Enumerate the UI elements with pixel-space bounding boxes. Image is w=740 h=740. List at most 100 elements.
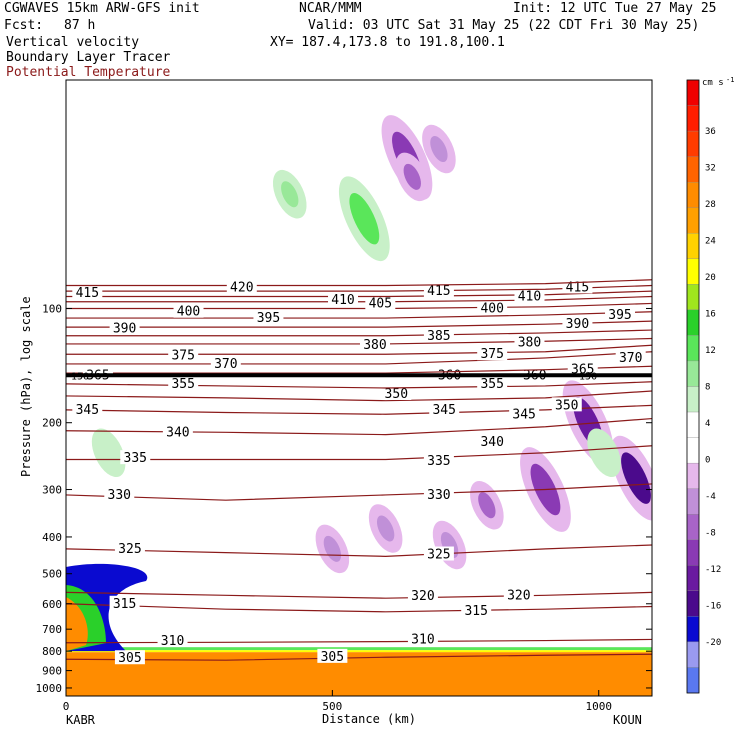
w-feature-core-down	[478, 492, 496, 519]
theta-label-335: 335	[124, 451, 147, 466]
theta-contour-315	[66, 603, 652, 613]
theta-label-310: 310	[411, 632, 434, 647]
theta-label-bg	[423, 486, 454, 501]
theta-label-bg	[605, 306, 636, 321]
bl-tracer-edge-yellow	[66, 650, 652, 653]
theta-label-bg	[168, 347, 199, 362]
header-model: CGWAVES 15km ARW-GFS init	[4, 1, 200, 16]
right-endpoint-label: KOUN	[613, 713, 642, 727]
colorbar-tick-label: 32	[705, 164, 716, 174]
theta-label-bg	[551, 397, 582, 412]
theta-label-305: 305	[321, 650, 344, 665]
colorbar-swatch	[686, 437, 700, 464]
theta-label-370: 370	[214, 357, 237, 372]
colorbar-tick-label: 4	[705, 419, 710, 429]
colorbar-tick-label: 12	[705, 346, 716, 356]
x-axis-label: Distance (km)	[322, 712, 416, 726]
theta-label-400: 400	[480, 301, 503, 316]
theta-label-bg	[567, 361, 598, 376]
w-feature-core-up	[595, 439, 613, 466]
theta-label-345: 345	[432, 403, 455, 418]
theta-label-330: 330	[108, 488, 131, 503]
theta-label-320: 320	[507, 588, 530, 603]
colorbar-swatch	[686, 539, 700, 566]
header-org: NCAR/MMM	[299, 1, 362, 16]
theta-contour-320	[66, 591, 652, 599]
colorbar-swatch	[686, 616, 700, 643]
header-valid: Valid: 03 UTC Sat 31 May 25 (22 CDT Fri …	[308, 18, 700, 33]
theta-label-bg	[253, 310, 284, 325]
theta-label-bg	[423, 327, 454, 342]
theta-label-bg	[503, 587, 534, 602]
theta-label-bg	[423, 452, 454, 467]
theta-label-bg	[168, 375, 199, 390]
left-endpoint-label: KABR	[66, 713, 95, 727]
theta-label-bg	[477, 346, 508, 361]
w-feature-core-down	[430, 135, 448, 163]
theta-label-370: 370	[619, 351, 642, 366]
y-tick-label: 300	[42, 484, 62, 497]
colorbar-swatch	[686, 667, 700, 694]
theta-label-bg	[104, 486, 135, 501]
theta-label-410: 410	[331, 293, 354, 308]
theta-label-bg	[477, 300, 508, 315]
theta-label-345: 345	[76, 403, 99, 418]
y-tick-label: 800	[42, 645, 62, 658]
theta-label-340: 340	[480, 435, 503, 450]
theta-label-bg	[407, 631, 438, 646]
colorbar-tick-label: 8	[705, 383, 710, 393]
colorbar-swatch	[686, 130, 700, 157]
theta-label-bg	[477, 375, 508, 390]
y-tick-label: 400	[42, 531, 62, 544]
theta-label-355: 355	[171, 377, 194, 392]
theta-contour-420	[66, 279, 652, 287]
theta-label-325: 325	[118, 542, 141, 557]
colorbar-tick-label: 28	[705, 200, 716, 210]
colorbar-swatch	[686, 488, 700, 515]
theta-label-bg	[429, 401, 460, 416]
theta-label-bg	[514, 288, 545, 303]
theta-label-bg	[514, 334, 545, 349]
theta-label-355: 355	[480, 377, 503, 392]
y-tick-label: 200	[42, 417, 62, 430]
colorbar-frame	[686, 79, 700, 694]
theta-label-320: 320	[411, 589, 434, 604]
colorbar-swatch	[686, 156, 700, 183]
theta-label-325: 325	[427, 548, 450, 563]
theta-contour-385	[66, 329, 652, 337]
theta-contour-325	[66, 544, 652, 557]
theta-label-bg	[114, 650, 145, 665]
theta-label-380: 380	[363, 338, 386, 353]
theta-label-415: 415	[427, 284, 450, 299]
theta-label-420: 420	[230, 280, 253, 295]
theta-label-410: 410	[518, 290, 541, 305]
colorbar-swatch	[686, 590, 700, 617]
theta-label-bg	[173, 303, 204, 318]
theta-contour-395	[66, 311, 652, 319]
theta-label-340: 340	[166, 425, 189, 440]
theta-label-345: 345	[512, 407, 535, 422]
theta-label-380: 380	[518, 336, 541, 351]
theta-label-bg	[423, 546, 454, 561]
colorbar-tick-label: 0	[705, 455, 710, 465]
header-init: Init: 12 UTC Tue 27 May 25	[513, 1, 717, 16]
colorbar-swatch	[686, 411, 700, 438]
w-feature-core-down	[403, 163, 421, 190]
theta-label-bg	[210, 355, 241, 370]
theta-label-bg	[615, 349, 646, 364]
y-tick-label: 100	[42, 302, 62, 315]
header-xy: XY= 187.4,173.8 to 191.8,100.1	[270, 35, 505, 50]
theta-label-bg	[162, 424, 193, 439]
theta-label-bg	[157, 632, 188, 647]
header-field-potential-temperature: Potential Temperature	[6, 65, 171, 80]
theta-label-bg	[72, 284, 103, 299]
theta-label-335: 335	[427, 454, 450, 469]
w-feature-core-up	[281, 181, 299, 208]
theta-label-315: 315	[464, 604, 487, 619]
theta-label-bg	[226, 279, 257, 294]
theta-label-bg	[407, 587, 438, 602]
colorbar-tick-label: 24	[705, 237, 716, 247]
colorbar-tick-label: 16	[705, 310, 716, 320]
theta-label-375: 375	[480, 347, 503, 362]
